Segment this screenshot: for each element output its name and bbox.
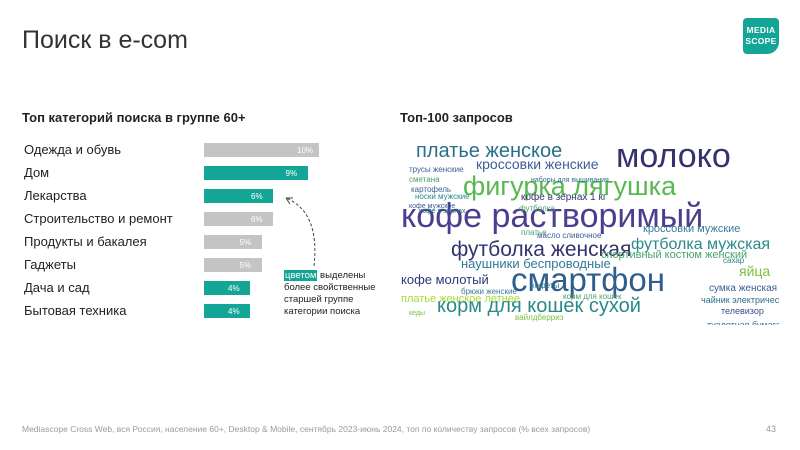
bar-value-label: 4% [228,307,240,316]
bar [204,235,262,249]
word-cloud-term: чайник электрический [701,295,779,305]
bar-value-label: 6% [251,192,263,201]
bar [204,281,250,295]
category-label: Строительство и ремонт [24,211,173,226]
note-text: выделены более свойственные старшей груп… [284,270,376,317]
note-highlight-word: цветом [284,270,318,281]
word-cloud-term: фигурка лягушка [463,171,677,201]
word-cloud-term: кеды [409,310,425,317]
word-cloud-term: кофеты [531,281,560,290]
word-cloud-term: кофе растворимый [401,197,704,235]
word-cloud-term: масло сливочное [537,231,602,240]
word-cloud-term: корм для кошек [563,292,622,301]
bar-value-label: 4% [228,284,240,293]
left-section-title: Топ категорий поиска в группе 60+ [22,110,246,125]
word-cloud-term: наборы для вышивания [531,177,609,184]
word-cloud-term: туалетная бумага [707,320,779,326]
word-cloud-term: картофель [411,185,452,194]
bar-value-label: 6% [251,215,263,224]
word-cloud-term: кофе в зернах [419,208,466,215]
category-label: Одежда и обувь [24,142,122,157]
category-label: Дача и сад [24,280,90,295]
word-cloud-term: платье [521,228,547,237]
word-cloud-term: платье женское [416,140,563,162]
word-cloud-term: молоко [616,137,731,175]
category-label: Дом [24,165,50,180]
bar [204,166,308,180]
word-cloud-term: спортивный костюм женский [601,249,748,261]
word-cloud-term: кофе в зернах 1 кг [521,192,607,203]
footer-source: Mediascope Cross Web, вся Россия, населе… [22,424,591,434]
slide-title: Поиск в e-com [22,26,188,54]
word-cloud-term: кроссовки женские [476,156,599,172]
page-number: 43 [766,424,777,434]
right-section-title: Топ-100 запросов [400,110,513,125]
bar [204,212,273,226]
highlight-note: цветом выделены более свойственные старш… [284,270,394,318]
word-cloud-term: вайлдберриз [515,313,564,322]
word-cloud-term: кофе мужское [409,203,456,210]
word-cloud-term: брюки женские [461,287,517,296]
word-cloud-term: сумка женская [709,283,778,294]
bar [204,189,273,203]
word-cloud-term: сахар [723,256,745,265]
word-cloud-term: яйца [739,263,771,279]
word-cloud-term: трусы женские [409,165,464,174]
word-cloud-term: наушники беспроводные [461,256,611,271]
bar [204,258,262,272]
bar-value-label: 10% [297,146,314,155]
word-cloud-term: футболка мужская [631,236,771,253]
category-label: Гаджеты [24,257,76,272]
word-cloud: кофе растворимый смартфон молоко фигурка ля… [401,133,779,325]
bar [204,304,250,318]
bar-value-label: 5% [239,238,252,247]
word-cloud-term: футболка [519,204,555,213]
category-label: Продукты и бакалея [24,234,147,249]
mediascope-logo: MEDIA SCOPE [743,18,779,54]
word-cloud-term: кроссовки мужские [643,223,741,235]
word-cloud-term: телевизор [721,306,764,316]
bar-value-label: 5% [239,261,252,270]
word-cloud-term: смартфон [511,261,666,298]
word-cloud-term: корм для кошек сухой [437,295,641,317]
word-cloud-term: кофе молотый [401,272,489,287]
dashed-arrow-icon [285,197,316,267]
word-cloud-term: футболка женская [451,238,632,261]
bar-value-label: 9% [285,169,298,178]
word-cloud-term: носки мужские [415,192,470,201]
category-label: Лекарства [24,188,87,203]
word-cloud-term: сметана [409,175,440,184]
category-label: Бытовая техника [24,303,127,318]
bar [204,143,319,157]
word-cloud-term: платье женское летнее [401,293,520,305]
